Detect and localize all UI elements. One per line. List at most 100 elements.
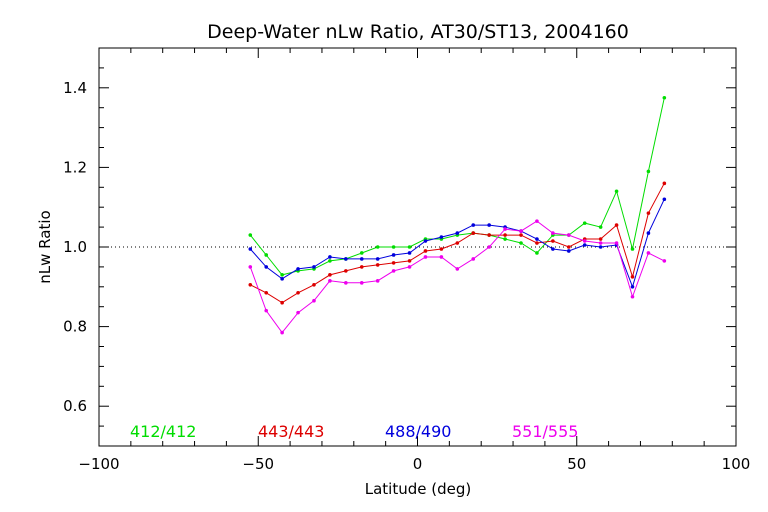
data-point xyxy=(582,221,587,225)
data-point xyxy=(280,330,284,335)
y-tick-label: 1.4 xyxy=(63,79,87,97)
data-point xyxy=(455,241,460,245)
y-axis-label: nLw Ratio xyxy=(36,210,54,283)
data-point xyxy=(359,265,364,269)
data-point xyxy=(359,281,364,285)
data-point xyxy=(662,95,667,100)
data-point xyxy=(439,255,444,259)
data-point xyxy=(487,245,491,249)
legend-entry: 443/443 xyxy=(258,422,324,441)
data-point xyxy=(312,283,316,287)
data-point xyxy=(264,308,269,313)
data-point xyxy=(391,253,396,257)
data-point xyxy=(391,245,396,249)
data-point xyxy=(455,267,460,271)
data-point xyxy=(630,247,635,251)
data-point xyxy=(407,259,412,263)
data-point xyxy=(280,273,284,277)
y-tick-label: 0.8 xyxy=(63,318,87,336)
data-point xyxy=(344,281,348,285)
data-point xyxy=(312,298,316,303)
x-tick-label: 50 xyxy=(567,455,586,473)
data-point xyxy=(598,241,603,245)
data-point xyxy=(471,231,476,235)
data-point xyxy=(551,247,555,251)
x-tick-label: 100 xyxy=(722,455,751,473)
data-point xyxy=(375,279,380,283)
data-point xyxy=(646,211,651,215)
data-point xyxy=(455,231,460,235)
data-point xyxy=(630,285,635,289)
data-point xyxy=(375,257,380,261)
data-point xyxy=(471,257,476,261)
data-point xyxy=(407,245,412,249)
data-point xyxy=(248,265,253,269)
data-point xyxy=(375,263,380,267)
data-point xyxy=(264,253,269,257)
data-point xyxy=(535,237,539,241)
x-axis-label: Latitude (deg) xyxy=(365,480,471,498)
tick-labels: −100 −50 0 50 100 0.6 0.8 1.0 1.2 1.4 xyxy=(63,79,750,473)
data-point xyxy=(630,275,635,279)
data-point xyxy=(551,231,555,235)
data-point xyxy=(535,241,539,245)
data-point xyxy=(328,279,332,283)
data-point xyxy=(280,300,284,305)
series-4 xyxy=(248,219,667,335)
data-point xyxy=(487,223,491,227)
data-point xyxy=(630,294,635,299)
y-tick-label: 1.0 xyxy=(63,238,87,256)
data-point xyxy=(582,243,587,247)
data-point xyxy=(662,197,667,202)
data-point xyxy=(614,223,619,227)
data-point xyxy=(423,255,428,259)
data-point xyxy=(614,189,619,194)
data-point xyxy=(598,245,603,249)
data-point xyxy=(519,233,523,237)
data-point xyxy=(439,247,444,251)
data-point xyxy=(535,219,539,223)
data-point xyxy=(503,227,507,231)
data-point xyxy=(391,269,396,273)
data-point xyxy=(359,251,364,255)
x-tick-label: −50 xyxy=(242,455,274,473)
data-point xyxy=(519,229,523,233)
data-point xyxy=(264,265,269,269)
data-point xyxy=(280,277,284,281)
data-point xyxy=(551,239,555,243)
data-point xyxy=(535,251,539,255)
data-point xyxy=(487,233,491,237)
series-3 xyxy=(248,197,667,289)
data-point xyxy=(264,290,269,295)
data-point xyxy=(296,267,300,271)
y-tick-label: 1.2 xyxy=(63,158,87,176)
x-tick-label: 0 xyxy=(413,455,423,473)
data-point xyxy=(248,233,253,237)
data-point xyxy=(662,181,667,186)
data-point xyxy=(614,241,619,245)
data-point xyxy=(566,249,571,253)
data-point xyxy=(503,237,507,241)
data-point xyxy=(566,245,571,249)
data-point xyxy=(439,235,444,239)
data-point xyxy=(344,257,348,261)
data-point xyxy=(296,290,300,295)
axis-ticks xyxy=(98,47,737,447)
x-tick-label: −100 xyxy=(78,455,119,473)
legend-entry: 551/555 xyxy=(512,422,578,441)
data-point xyxy=(391,261,396,265)
series-2 xyxy=(248,181,667,305)
data-point xyxy=(646,251,651,255)
data-point xyxy=(519,241,523,245)
legend: 412/412 443/443 488/490 551/555 xyxy=(130,422,578,441)
data-point xyxy=(328,255,332,259)
series-layer xyxy=(248,95,667,335)
data-point xyxy=(375,245,380,249)
y-tick-label: 0.6 xyxy=(63,397,87,415)
data-point xyxy=(566,233,571,237)
data-point xyxy=(248,247,253,251)
data-point xyxy=(662,259,667,263)
data-point xyxy=(344,269,348,273)
